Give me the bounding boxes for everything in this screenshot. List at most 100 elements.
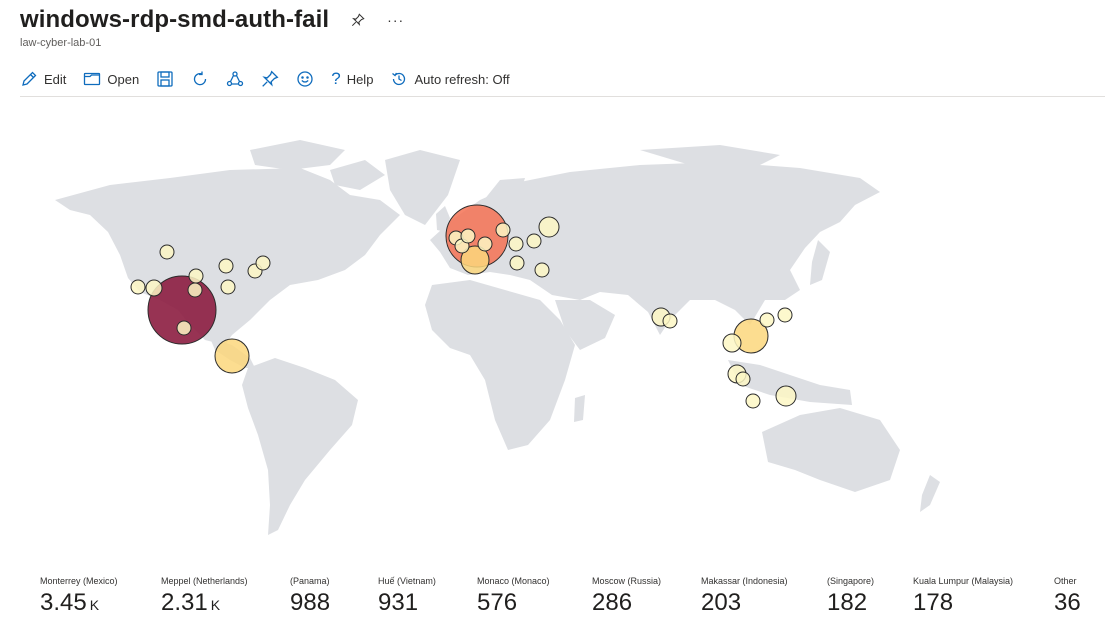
pin-icon (261, 70, 279, 88)
location-bubble[interactable] (662, 313, 678, 329)
pin-to-dashboard-button[interactable] (261, 70, 279, 88)
legend-item-name: Meppel (Netherlands) (161, 576, 248, 586)
location-bubble[interactable] (460, 245, 490, 275)
location-bubble[interactable] (220, 279, 236, 295)
pencil-icon (20, 70, 38, 88)
page-title: windows-rdp-smd-auth-fail (20, 6, 330, 33)
land-uk (436, 206, 450, 232)
legend-item-name: Moscow (Russia) (592, 576, 662, 586)
feedback-button[interactable] (296, 70, 314, 88)
land-arabia (555, 300, 615, 350)
legend-item-name: Kuala Lumpur (Malaysia) (913, 576, 1014, 586)
legend-item-value: 576 (477, 589, 518, 616)
location-bubble[interactable] (460, 228, 476, 244)
workspace-name: law-cyber-lab-01 (20, 37, 102, 49)
bubble-layer (130, 204, 797, 409)
location-bubble[interactable] (176, 320, 192, 336)
location-bubble[interactable] (775, 385, 797, 407)
legend-item[interactable]: Other 36 (1054, 576, 1081, 617)
history-clock-icon (390, 70, 408, 88)
legend-item-value: 182 (827, 589, 868, 616)
land-africa (425, 280, 575, 450)
smiley-icon (296, 70, 314, 88)
question-mark-icon: ? (331, 69, 341, 88)
location-bubble[interactable] (759, 312, 775, 328)
help-label: Help (346, 71, 374, 87)
location-bubble[interactable] (214, 338, 250, 374)
land-eurasia (430, 162, 880, 335)
folder-open-icon (83, 70, 101, 88)
legend-item-value: 988 (290, 589, 331, 616)
legend-item[interactable]: Meppel (Netherlands) 2.31 K (161, 576, 248, 617)
land-madagascar (574, 395, 585, 422)
legend-item[interactable]: Monaco (Monaco) 576 (477, 576, 550, 617)
auto-refresh-button[interactable]: Auto refresh: Off (390, 70, 510, 88)
legend-item[interactable]: Makassar (Indonesia) 203 (701, 576, 788, 617)
legend-item[interactable]: (Singapore) 182 (827, 576, 874, 617)
refresh-icon (191, 70, 209, 88)
land-greenland (385, 150, 460, 225)
location-bubble[interactable] (218, 258, 234, 274)
legend-item[interactable]: Kuala Lumpur (Malaysia) 178 (913, 576, 1013, 617)
toolbar-divider (20, 96, 1105, 97)
legend-item-value: 178 (913, 589, 954, 616)
legend-item-value: 203 (701, 589, 742, 616)
toolbar: Edit Open (20, 66, 527, 92)
edit-label: Edit (44, 71, 67, 87)
edit-button[interactable]: Edit (20, 70, 66, 88)
refresh-button[interactable] (191, 70, 209, 88)
land-south-america (242, 358, 358, 535)
legend-item-name: (Singapore) (827, 576, 875, 586)
location-bubble[interactable] (188, 268, 204, 284)
legend-item-value: 286 (592, 589, 633, 616)
location-bubble[interactable] (495, 222, 511, 238)
legend-item-value: 931 (378, 589, 419, 616)
location-bubble[interactable] (534, 262, 550, 278)
location-bubble[interactable] (777, 307, 793, 323)
legend-item-unit: K (89, 597, 100, 613)
legend-item[interactable]: Monterrey (Mexico) 3.45 K (40, 576, 118, 617)
location-bubble[interactable] (130, 279, 146, 295)
legend-item[interactable]: Moscow (Russia) 286 (592, 576, 661, 617)
land-new-zealand (920, 475, 940, 512)
legend-item-name: Makassar (Indonesia) (701, 576, 788, 586)
location-bubble[interactable] (145, 279, 163, 297)
legend-item-value: 3.45 K (40, 589, 100, 616)
location-bubble[interactable] (526, 233, 542, 249)
location-bubble[interactable] (538, 216, 560, 238)
legend-item[interactable]: (Panama) 988 (290, 576, 330, 617)
land-australia (762, 408, 900, 492)
location-bubble[interactable] (722, 333, 742, 353)
more-options-icon[interactable]: ··· (387, 12, 405, 28)
auto-refresh-label: Auto refresh: Off (414, 71, 510, 87)
legend-item[interactable]: Huế (Vietnam) 931 (378, 576, 436, 617)
location-bubble[interactable] (159, 244, 175, 260)
land-siberia-north (640, 145, 780, 165)
location-bubble[interactable] (735, 371, 751, 387)
location-bubble[interactable] (477, 236, 493, 252)
location-bubble[interactable] (745, 393, 761, 409)
legend-item-value: 2.31 K (161, 589, 221, 616)
land-masses (55, 140, 940, 535)
pin-icon[interactable] (351, 13, 365, 27)
save-button[interactable] (156, 70, 174, 88)
legend-item-value: 36 (1054, 589, 1081, 616)
location-bubble[interactable] (509, 255, 525, 271)
legend-item-name: Monaco (Monaco) (477, 576, 550, 586)
location-bubble[interactable] (255, 255, 271, 271)
save-icon (156, 70, 174, 88)
open-button[interactable]: Open (83, 70, 139, 88)
page-header: windows-rdp-smd-auth-fail ··· (20, 6, 404, 34)
land-japan (810, 240, 830, 285)
land-scandinavia (480, 178, 525, 212)
legend-item-name: (Panama) (290, 576, 330, 586)
help-button[interactable]: ? Help (331, 70, 373, 88)
share-icon (226, 70, 244, 88)
legend-item-unit: K (210, 597, 221, 613)
land-southeast-asia-islands (728, 360, 852, 405)
location-bubble[interactable] (187, 282, 203, 298)
share-button[interactable] (226, 70, 244, 88)
location-bubble[interactable] (508, 236, 524, 252)
legend-item-name: Monterrey (Mexico) (40, 576, 118, 586)
land-arctic-islands-2 (330, 160, 385, 190)
